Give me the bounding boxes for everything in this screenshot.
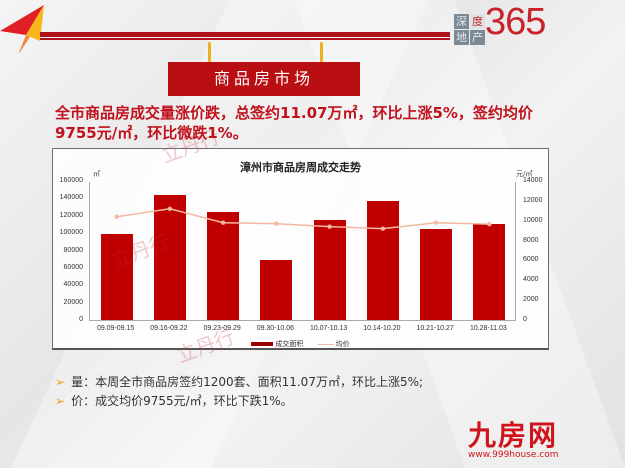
right-tick-label: 6000 [523,256,539,264]
bar-area [260,260,293,320]
right-tick-label: 8000 [523,236,539,244]
x-tick-label: 10.21-10.27 [416,325,454,332]
arrow-bullet-icon: ➢ [55,375,66,389]
right-tick-label: 2000 [523,296,539,304]
price-line [114,206,492,231]
right-axis [515,182,516,321]
bullet-list: ➢ 量：本周全市商品房签约1200套、面积11.07万㎡，环比上涨5%; ➢ 价：成… [55,373,423,411]
right-tick-label: 10000 [523,216,543,224]
left-tick-label: 80000 [63,246,83,254]
left-tick-label: 60000 [63,263,83,271]
right-tick-label: 0 [523,316,527,323]
footer-logo-url: www.999house.com [468,450,559,460]
footer-logo-name: 九房网 [468,419,559,452]
right-axis-unit: 元/㎡ [516,170,533,178]
right-tick-label: 4000 [523,276,539,284]
chart-legend: 成交面积 均价 [53,339,548,349]
x-tick-label: 09.30-10.06 [256,325,295,332]
banner-rope [208,42,211,64]
logo-number: 365 [485,1,546,43]
x-tick-label: 10.14-10.20 [363,325,401,332]
left-tick-label: 0 [79,316,83,323]
bullet-item-volume: ➢ 量：本周全市商品房签约1200套、面积11.07万㎡，环比上涨5%; [55,375,424,389]
bar-area [313,220,346,320]
legend-bar-swatch [251,342,274,346]
bar-area [420,228,453,320]
section-banner: 商品房市场 [168,62,360,96]
left-tick-label: 140000 [59,194,83,202]
bar-area [100,234,133,320]
x-tick-label: 10.28-11.03 [469,325,507,332]
chart-title: 漳州市商品房周成交走势 [240,161,361,174]
bullet-item-price: ➢ 价：成交均价9755元/㎡，环比下跌1%。 [55,394,293,408]
weekly-trade-chart: 漳州市商品房周成交走势 ㎡ 元/㎡ 160000 140000 120000 1000… [52,148,549,350]
legend-line-swatch [317,343,334,345]
x-tick-label: 10.07-10.13 [309,325,348,332]
bar-area [207,212,240,320]
right-tick-label: 12000 [523,196,543,204]
left-tick-label: 20000 [63,298,83,306]
left-tick-label: 40000 [63,281,83,289]
paper-plane-icon [0,5,44,53]
bar-area [366,200,399,320]
headline-summary: 全市商品房成交量涨价跌，总签约11.07万㎡，环比上涨5%，签约均价 9755元… [55,104,533,142]
header-rail [40,32,450,42]
x-tick-label: 09.09-09.15 [96,325,135,332]
plot-area [89,182,515,321]
right-tick-label: 14000 [523,177,543,184]
left-tick-label: 160000 [59,177,83,184]
left-tick-label: 100000 [59,229,83,237]
left-tick-label: 120000 [59,211,83,219]
arrow-bullet-icon: ➢ [55,394,66,408]
logo-365: 深 度 地 产 365 [454,1,546,45]
x-tick-label: 09.23-09.29 [203,325,241,332]
left-axis-unit: ㎡ [93,170,100,178]
footer-logo: 九房网 www.999house.com [468,419,559,461]
bar-area [473,223,506,320]
banner-rope [320,42,323,64]
bar-area [153,194,186,320]
x-tick-label: 09.16-09.22 [150,325,188,332]
